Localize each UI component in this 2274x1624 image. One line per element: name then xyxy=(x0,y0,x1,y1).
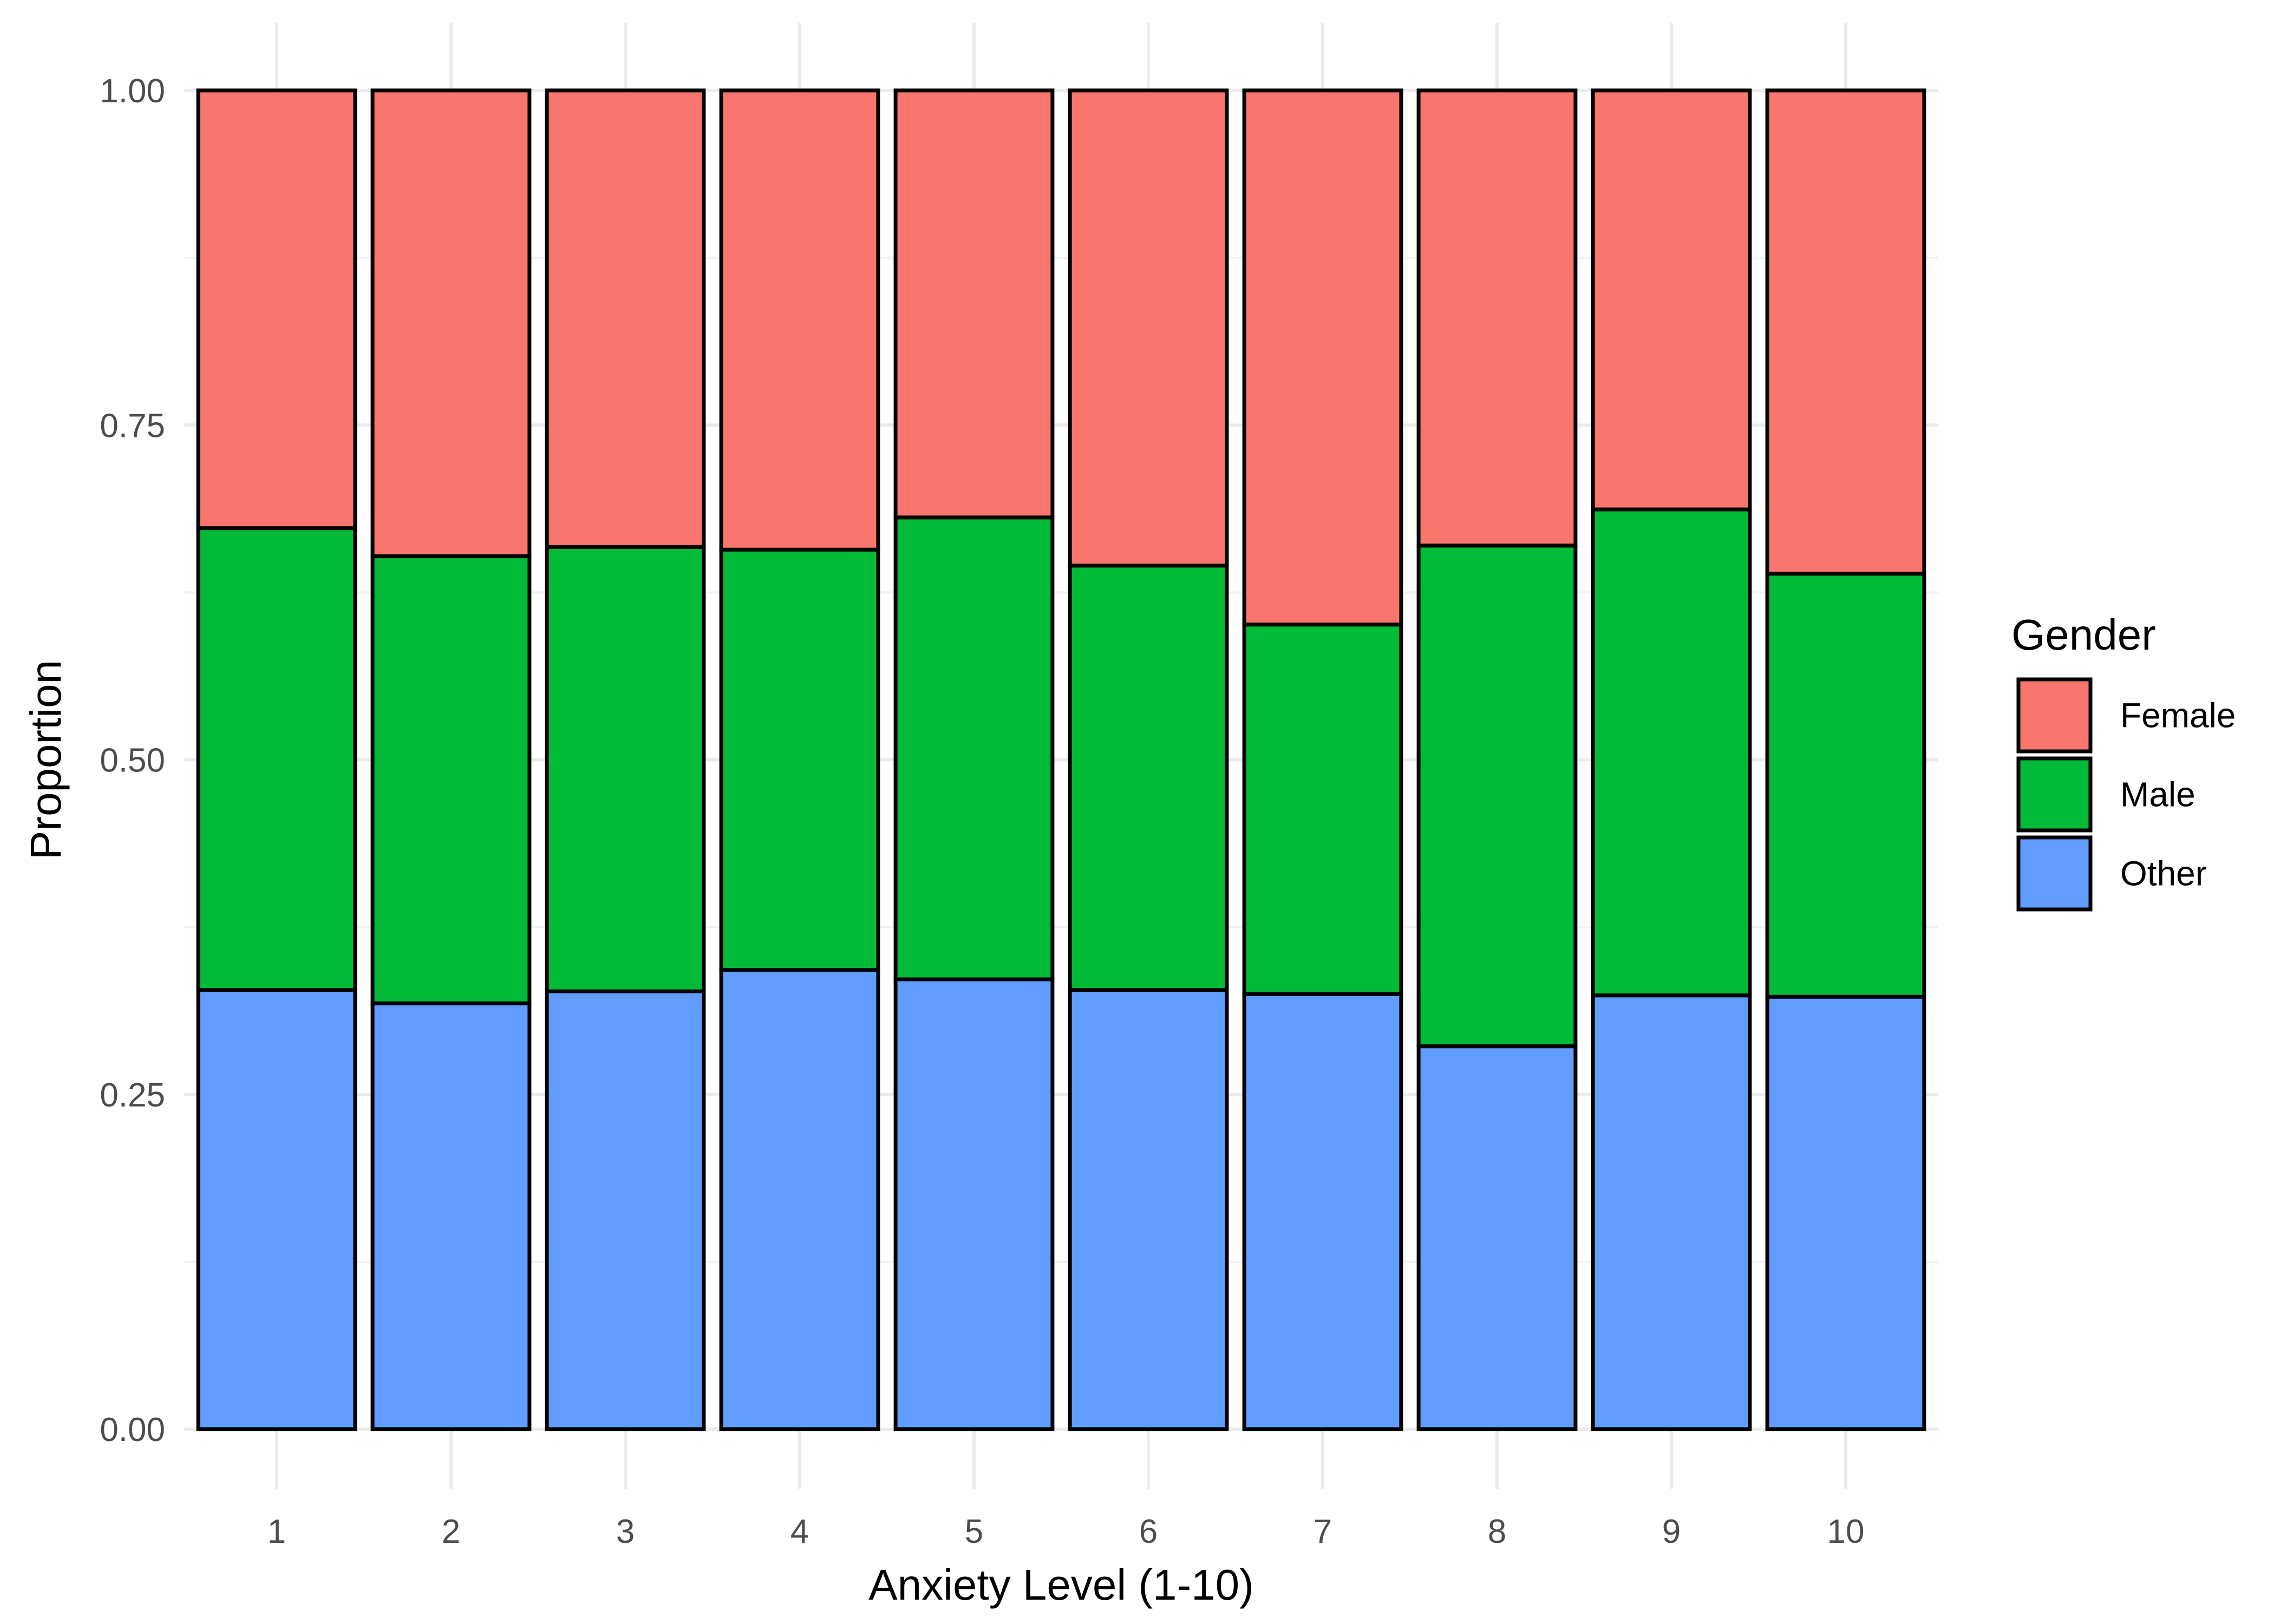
bar-segment-male-1 xyxy=(196,526,357,992)
y-tick-label: 1.00 xyxy=(100,73,165,110)
bar-segment-female-9 xyxy=(1591,88,1752,512)
bar-segment-male-4 xyxy=(719,547,880,972)
bar-segment-male-7 xyxy=(1242,623,1403,996)
bar-segment-female-7 xyxy=(1242,88,1403,627)
bar-segment-male-3 xyxy=(545,545,706,993)
x-tick-label: 1 xyxy=(267,1513,286,1550)
legend-key-other xyxy=(2016,835,2093,912)
bar-segment-other-5 xyxy=(893,977,1055,1431)
tick-labels: 0.00 0.25 0.50 0.75 1.00 1 2 3 4 5 6 7 8 9 10 xyxy=(100,73,1864,1550)
legend-key-male xyxy=(2016,756,2093,833)
bar-segment-male-6 xyxy=(1068,564,1229,992)
y-axis-title: Proportion xyxy=(22,660,70,860)
bar-segment-other-9 xyxy=(1591,993,1752,1431)
legend-label-other: Other xyxy=(2120,854,2207,893)
bar-segment-female-2 xyxy=(370,88,532,559)
legend-title: Gender xyxy=(2011,611,2156,659)
x-tick-label: 4 xyxy=(790,1513,809,1550)
bars-layer xyxy=(196,88,1926,1431)
bar-segment-male-2 xyxy=(370,554,532,1006)
bar-segment-female-3 xyxy=(545,88,706,549)
x-tick-label: 5 xyxy=(965,1513,983,1550)
x-tick-label: 10 xyxy=(1827,1513,1865,1550)
bar-segment-female-4 xyxy=(719,88,880,552)
x-tick-label: 3 xyxy=(616,1513,635,1550)
bar-segment-other-6 xyxy=(1068,988,1229,1431)
bar-segment-female-10 xyxy=(1765,88,1926,576)
bar-segment-other-1 xyxy=(196,988,357,1431)
y-tick-label: 0.50 xyxy=(100,742,165,780)
bar-segment-male-10 xyxy=(1765,572,1926,999)
x-tick-label: 8 xyxy=(1488,1513,1506,1550)
bar-segment-male-5 xyxy=(893,515,1055,981)
legend-label-female: Female xyxy=(2120,696,2236,735)
bar-segment-other-10 xyxy=(1765,994,1926,1431)
x-tick-label: 9 xyxy=(1662,1513,1681,1550)
x-tick-label: 2 xyxy=(442,1513,460,1550)
bar-segment-other-8 xyxy=(1416,1044,1578,1431)
legend-key-female xyxy=(2016,677,2093,754)
x-tick-label: 6 xyxy=(1139,1513,1158,1550)
y-tick-label: 0.25 xyxy=(100,1077,165,1114)
x-tick-label: 7 xyxy=(1314,1513,1332,1550)
legend-label-male: Male xyxy=(2120,775,2195,814)
x-axis-title: Anxiety Level (1-10) xyxy=(868,1561,1253,1609)
bar-segment-male-8 xyxy=(1416,543,1578,1049)
bar-segment-female-5 xyxy=(893,88,1055,520)
legend: Gender Female Male Other xyxy=(2011,611,2236,912)
bar-segment-male-9 xyxy=(1591,507,1752,998)
y-tick-label: 0.75 xyxy=(100,407,165,444)
bar-segment-other-4 xyxy=(719,968,880,1431)
y-tick-label: 0.00 xyxy=(100,1411,165,1449)
bar-segment-female-6 xyxy=(1068,88,1229,568)
bar-segment-other-2 xyxy=(370,1001,532,1431)
bar-segment-female-1 xyxy=(196,88,357,531)
bar-segment-other-3 xyxy=(545,989,706,1431)
bar-segment-female-8 xyxy=(1416,88,1578,548)
bar-segment-other-7 xyxy=(1242,992,1403,1431)
